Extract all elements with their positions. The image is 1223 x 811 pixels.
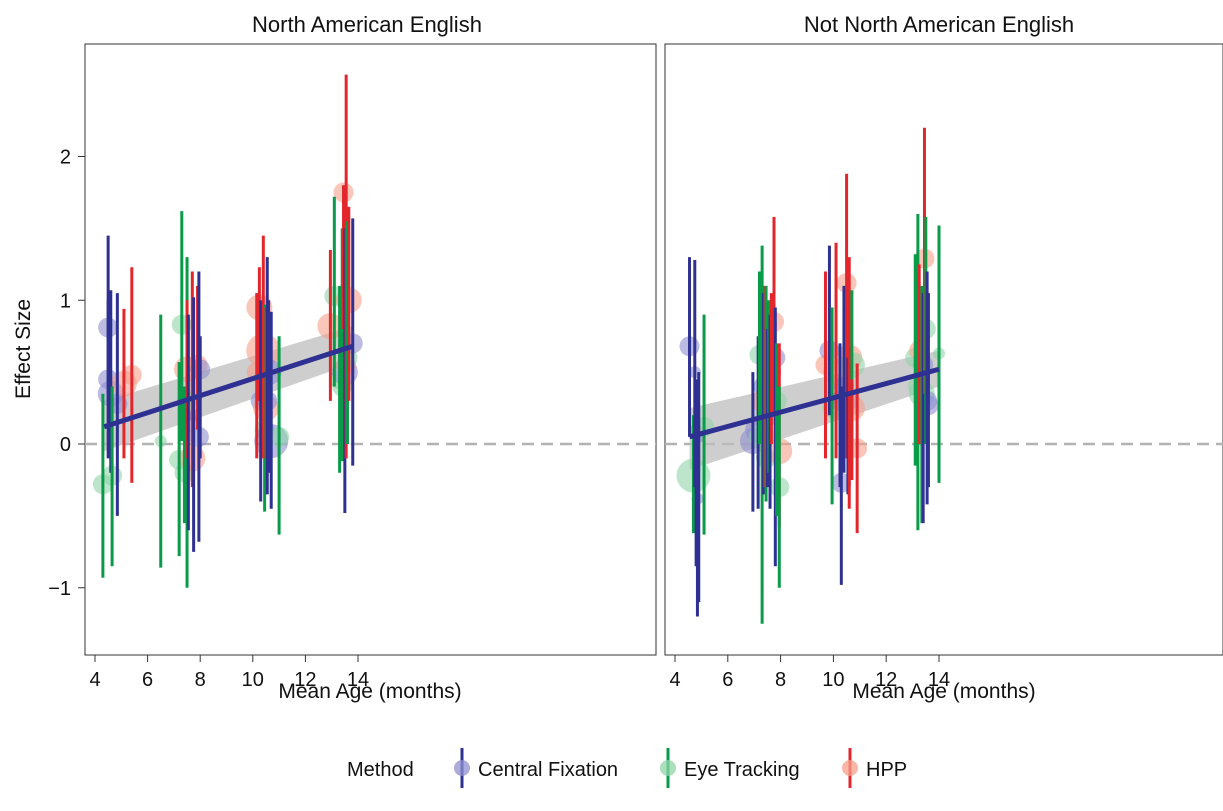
errorbar-point-icon <box>454 760 470 776</box>
legend: Method Central Fixation Eye Tracking HPP <box>347 748 907 788</box>
y-tick-label: −1 <box>48 578 71 600</box>
x-tick-label: 8 <box>775 669 786 691</box>
plot-area-frame <box>84 43 657 656</box>
y-tick-label: 1 <box>60 290 71 312</box>
x-axis-label: Mean Age (months) <box>852 680 1035 703</box>
legend-item-central-fixation: Central Fixation <box>454 748 618 788</box>
legend-item-eye-tracking: Eye Tracking <box>660 748 800 788</box>
legend-label: Eye Tracking <box>684 759 800 781</box>
legend-label: HPP <box>866 759 907 781</box>
plot-area-frame <box>664 43 1223 656</box>
regression-line <box>103 343 354 430</box>
x-tick-label: 10 <box>822 669 844 691</box>
x-tick-label: 4 <box>89 669 100 691</box>
x-tick-label: 6 <box>142 669 153 691</box>
panel-title: North American English <box>252 12 482 37</box>
x-tick-label: 14 <box>347 669 369 691</box>
x-axis-label: Mean Age (months) <box>278 680 461 703</box>
legend-item-hpp: HPP <box>842 748 907 788</box>
y-axis-label: Effect Size <box>12 299 35 399</box>
y-tick-label: 2 <box>60 147 71 169</box>
x-tick-label: 10 <box>242 669 264 691</box>
x-tick-label: 6 <box>722 669 733 691</box>
panel-title: Not North American English <box>804 12 1074 37</box>
errorbar-point-icon <box>842 760 858 776</box>
errorbar-point-icon <box>660 760 676 776</box>
y-tick-label: 0 <box>60 434 71 456</box>
confidence-ribbon <box>689 350 939 470</box>
x-tick-label: 12 <box>294 669 316 691</box>
x-tick-label: 12 <box>875 669 897 691</box>
panel-not-north-american-english: Not North American English 4 6 8 10 12 14 Mea… <box>664 12 1223 703</box>
legend-title: Method <box>347 759 414 781</box>
x-tick-label: 14 <box>928 669 950 691</box>
x-tick-label: 8 <box>195 669 206 691</box>
x-tick-label: 4 <box>669 669 680 691</box>
legend-label: Central Fixation <box>478 759 618 781</box>
regression-line <box>688 366 940 440</box>
